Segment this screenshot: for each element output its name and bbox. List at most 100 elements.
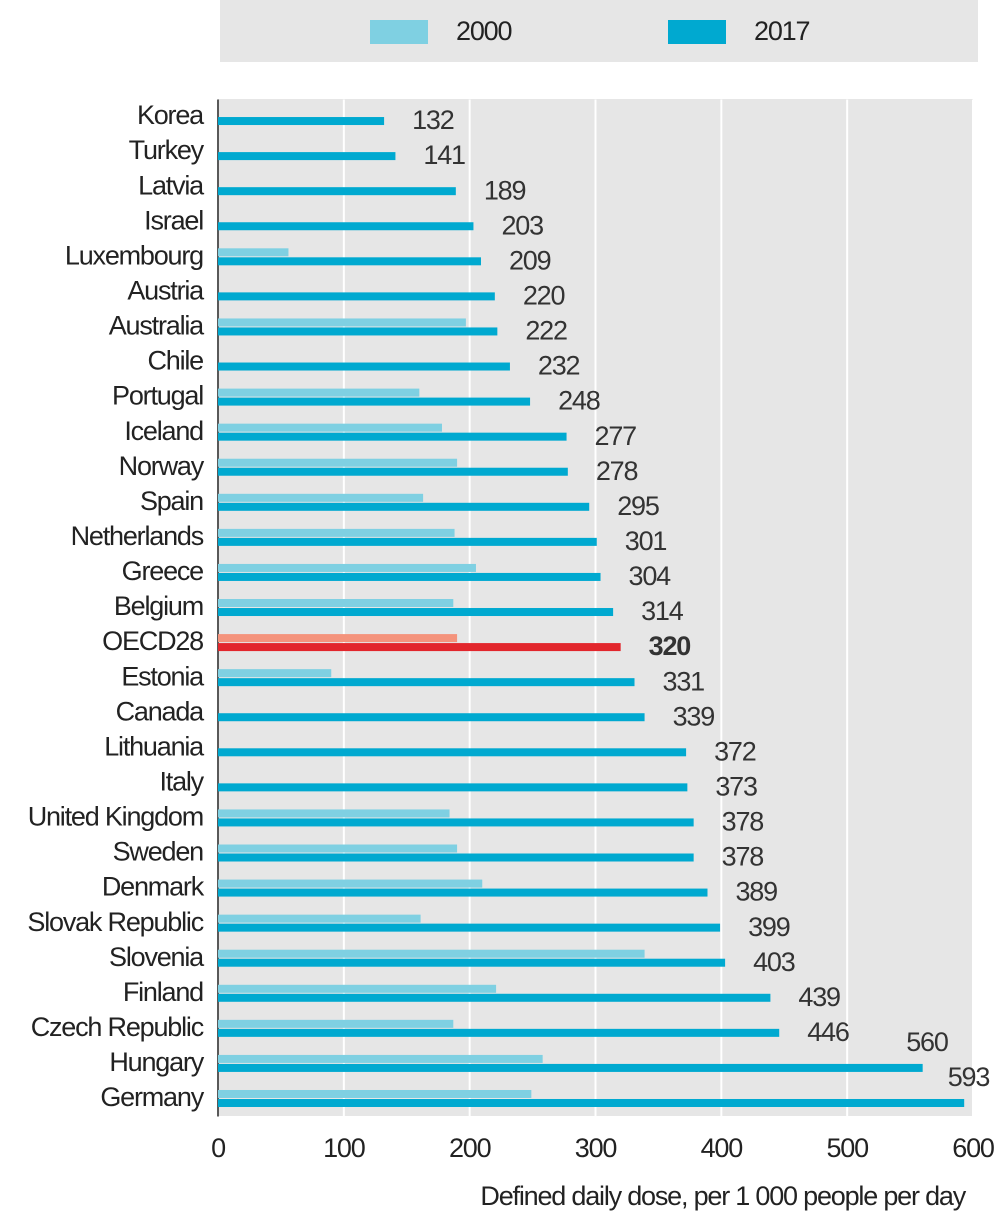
data-label: 446 — [807, 1017, 849, 1047]
bar — [218, 713, 645, 722]
legend-swatch — [668, 20, 726, 44]
data-label: 560 — [906, 1027, 948, 1057]
bar — [218, 1063, 923, 1072]
data-label: 439 — [798, 982, 840, 1012]
y-tick-label: Luxembourg — [65, 240, 203, 270]
bar — [218, 678, 635, 687]
data-label: 304 — [629, 561, 672, 591]
bar — [218, 327, 498, 336]
data-label: 203 — [501, 210, 543, 240]
bar — [218, 923, 721, 932]
bar — [218, 1054, 543, 1063]
y-tick-label: Slovak Republic — [27, 907, 203, 937]
legend-swatch — [370, 20, 428, 44]
x-tick-label: 300 — [575, 1133, 617, 1163]
bar — [218, 152, 396, 161]
data-label: 295 — [617, 491, 659, 521]
data-label: 378 — [722, 842, 764, 872]
bar — [218, 528, 455, 537]
bar — [218, 362, 510, 371]
bar — [218, 634, 458, 643]
data-label: 248 — [558, 386, 600, 416]
data-label: 222 — [525, 316, 567, 346]
bar — [218, 502, 590, 511]
bar — [218, 563, 476, 572]
bar — [218, 879, 483, 888]
bar — [218, 458, 458, 467]
bar — [218, 783, 688, 792]
y-tick-label: Austria — [127, 276, 205, 306]
y-tick-label: Finland — [123, 977, 203, 1007]
bar — [218, 292, 495, 301]
bar — [218, 423, 442, 432]
data-label: 232 — [538, 351, 580, 381]
data-label: 331 — [663, 666, 705, 696]
x-tick-label: 600 — [952, 1133, 994, 1163]
y-tick-label: Canada — [116, 696, 206, 726]
bar — [218, 1028, 780, 1037]
data-label: 372 — [714, 736, 756, 766]
y-tick-label: Hungary — [109, 1047, 204, 1077]
bar — [218, 853, 694, 862]
bar — [218, 643, 621, 652]
x-tick-label: 0 — [211, 1133, 225, 1163]
bar — [218, 257, 481, 266]
y-tick-label: Greece — [122, 556, 204, 586]
y-tick-label: Denmark — [102, 872, 205, 902]
data-label: 141 — [423, 140, 465, 170]
data-label: 209 — [509, 245, 551, 275]
y-tick-label: United Kingdom — [28, 802, 203, 832]
data-label: 220 — [523, 281, 565, 311]
data-label: 399 — [748, 912, 790, 942]
bar — [218, 914, 421, 923]
bar — [218, 669, 332, 678]
y-tick-label: Sweden — [113, 837, 204, 867]
bar — [218, 599, 454, 608]
x-tick-label: 100 — [323, 1133, 365, 1163]
y-tick-label: Iceland — [124, 416, 203, 446]
x-tick-label: 200 — [449, 1133, 491, 1163]
y-tick-label: Spain — [140, 486, 203, 516]
x-tick-label: 400 — [701, 1133, 743, 1163]
data-label: 403 — [753, 947, 795, 977]
y-tick-label: Israel — [144, 205, 203, 235]
data-label: 320 — [649, 631, 691, 661]
bar — [218, 117, 385, 126]
y-tick-label: Latvia — [138, 170, 205, 200]
y-tick-label: OECD28 — [102, 626, 203, 656]
data-label: 373 — [715, 771, 757, 801]
y-tick-label: Germany — [100, 1082, 204, 1112]
data-label: 593 — [948, 1062, 990, 1092]
data-label: 389 — [735, 877, 777, 907]
bar — [218, 537, 597, 546]
bar — [218, 809, 450, 818]
data-label: 301 — [625, 526, 667, 556]
bar — [218, 467, 568, 476]
data-label: 189 — [484, 175, 526, 205]
y-tick-label: Italy — [159, 766, 204, 796]
y-tick-label: Czech Republic — [31, 1012, 204, 1042]
bar — [218, 949, 645, 958]
bar — [218, 318, 466, 327]
data-label: 339 — [673, 701, 715, 731]
y-tick-label: Slovenia — [109, 942, 205, 972]
data-label: 278 — [596, 456, 638, 486]
bar — [218, 187, 456, 196]
data-label: 314 — [641, 596, 684, 626]
bar — [218, 888, 708, 897]
bar — [218, 493, 424, 502]
legend-label: 2000 — [456, 16, 511, 46]
y-tick-label: Estonia — [121, 661, 205, 691]
bar — [218, 1089, 532, 1098]
y-tick-label: Belgium — [114, 591, 203, 621]
x-tick-label: 500 — [826, 1133, 868, 1163]
bar — [218, 397, 531, 406]
data-label: 132 — [412, 105, 454, 135]
legend-label: 2017 — [754, 16, 809, 46]
bar — [218, 748, 687, 757]
y-tick-label: Norway — [119, 451, 205, 481]
x-axis-title: Defined daily dose, per 1 000 people per… — [480, 1181, 966, 1211]
bar — [218, 248, 289, 257]
y-tick-label: Netherlands — [71, 521, 204, 551]
